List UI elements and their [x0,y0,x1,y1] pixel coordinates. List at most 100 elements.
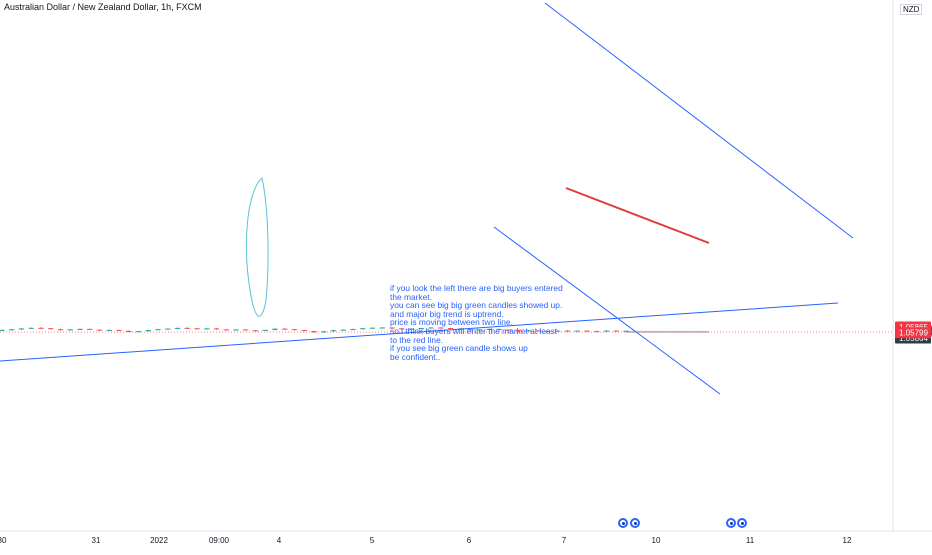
candle-body [272,328,278,330]
candle[interactable] [486,328,493,330]
candle[interactable] [165,328,171,330]
candle-body [379,327,385,329]
candle[interactable] [252,330,259,332]
note-line: if you see big green candle shows up [390,343,528,354]
note-line: so i think buyers will enter the market … [390,325,558,336]
time-tick-label: 30 [0,536,7,545]
candle[interactable] [204,328,210,330]
candle-body [555,330,561,332]
economic-events-icon[interactable] [618,518,628,528]
candle[interactable] [155,328,161,331]
resistance-line[interactable] [565,187,710,244]
candle[interactable] [38,327,44,329]
candle[interactable] [447,327,454,330]
economic-events-icon[interactable] [630,518,640,528]
candle-body [155,329,161,331]
candle[interactable] [379,327,385,329]
candle[interactable] [418,327,424,330]
time-tick-label: 5 [370,536,375,545]
candle[interactable] [48,327,54,330]
lower-channel-trendline[interactable] [493,226,721,395]
candle[interactable] [399,328,405,330]
support-trendline[interactable] [0,302,839,362]
candle[interactable] [282,328,288,330]
candle[interactable] [340,329,346,331]
candle[interactable] [96,329,103,331]
candle[interactable] [564,330,571,332]
candle[interactable] [135,330,142,333]
candle[interactable] [291,328,298,331]
candle[interactable] [0,329,5,332]
candle[interactable] [145,329,151,332]
candle[interactable] [272,328,278,331]
candle[interactable] [603,330,610,332]
candle[interactable] [28,327,34,329]
currency-badge[interactable]: NZD [900,4,923,15]
take-profit-zone[interactable] [626,330,709,333]
candle[interactable] [106,329,112,331]
price-label-text: 1.05799 [899,329,928,338]
candle[interactable] [574,330,580,332]
candle[interactable] [545,330,551,332]
candle[interactable] [321,331,327,333]
candle[interactable] [584,330,590,332]
candle-body [574,330,580,332]
candle-body [262,329,268,331]
candle[interactable] [389,327,395,329]
note-line: and major big trend is uptrend. [390,308,504,319]
candle[interactable] [525,330,532,332]
symbol-title[interactable]: Australian Dollar / New Zealand Dollar, … [4,2,202,12]
candle[interactable] [18,328,25,330]
candle[interactable] [477,329,483,331]
candle-body [67,329,73,331]
candle[interactable] [87,328,93,330]
candle[interactable] [174,327,181,329]
candle[interactable] [438,327,444,329]
upper-channel-trendline[interactable] [544,2,854,239]
highlight-ellipse[interactable] [245,177,269,317]
candle[interactable] [506,329,512,331]
candle[interactable] [194,328,200,330]
candle[interactable] [594,330,600,333]
candle-body [57,329,64,331]
candle[interactable] [408,328,415,330]
candle[interactable] [516,329,522,332]
candle[interactable] [467,329,473,331]
candle[interactable] [57,328,64,331]
candle[interactable] [262,329,268,331]
candle[interactable] [126,330,132,333]
candle[interactable] [428,327,434,329]
candle[interactable] [184,327,190,329]
candle[interactable] [330,329,337,332]
candle-body [233,329,239,331]
candle[interactable] [535,330,541,332]
candle[interactable] [350,328,356,331]
candle[interactable] [369,327,376,329]
stop-loss-price-label[interactable]: 1.05799 [895,327,931,339]
candle-body [165,328,171,330]
candle[interactable] [555,330,561,332]
economic-events-icon[interactable] [737,518,747,528]
candle-body [204,328,210,330]
candle[interactable] [9,328,15,331]
economic-events-icon[interactable] [726,518,736,528]
candle[interactable] [213,328,220,330]
candle[interactable] [243,329,249,331]
candle-body [174,327,181,329]
candle-body [213,328,220,330]
candle[interactable] [613,330,619,332]
candle[interactable] [311,330,317,333]
analysis-note[interactable]: if you look the left there are big buyer… [390,284,563,361]
candle[interactable] [116,329,122,332]
candle[interactable] [301,329,307,332]
candle-body [311,331,317,333]
candle[interactable] [360,328,366,330]
candle[interactable] [233,329,239,331]
candle[interactable] [623,330,629,332]
candle[interactable] [67,329,73,331]
candle[interactable] [77,328,83,330]
candle[interactable] [496,328,502,331]
candle[interactable] [223,329,229,331]
